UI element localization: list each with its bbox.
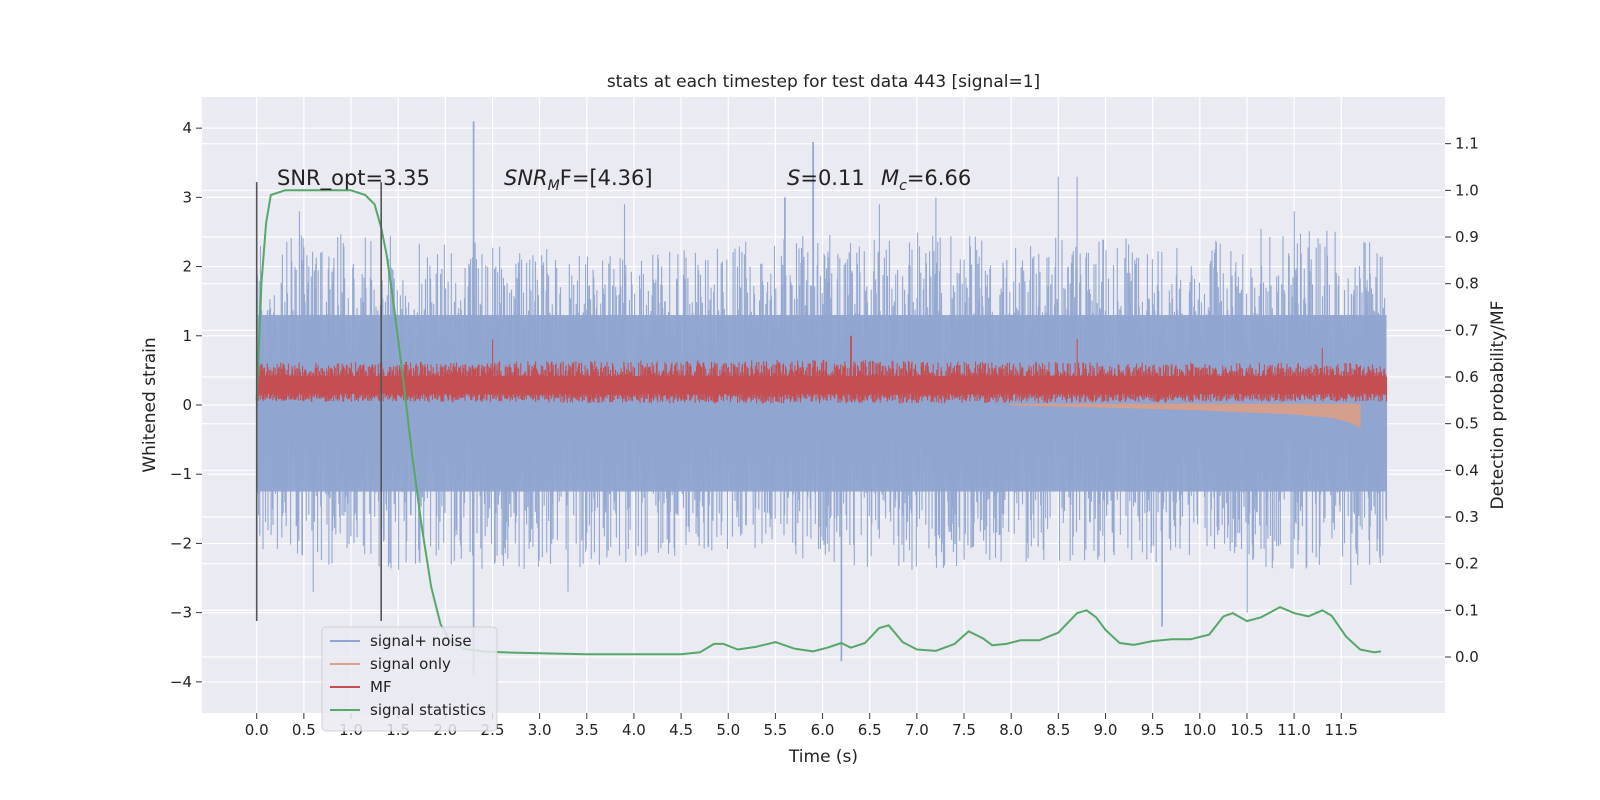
series-signal-statistics xyxy=(255,189,1382,656)
series-signal-noise-core xyxy=(256,315,1387,492)
x-tick-label: 7.5 xyxy=(952,721,976,739)
y-tick-label: 2 xyxy=(182,258,192,276)
x-tick-label: 5.0 xyxy=(716,721,740,739)
y-tick-label: 1 xyxy=(182,327,192,345)
y-tick-label: 4 xyxy=(182,119,192,137)
y2-tick-label: 0.4 xyxy=(1455,461,1479,479)
legend-label: signal statistics xyxy=(370,701,486,719)
y-tick-label: −2 xyxy=(170,534,192,552)
y2-tick-label: 0.0 xyxy=(1455,648,1479,666)
x-tick-label: 10.5 xyxy=(1230,721,1263,739)
annotation-snr-mf-rest: F=[4.36] xyxy=(560,166,653,190)
annotation-snr-mf-base: SNR xyxy=(504,166,548,190)
x-axis-label: Time (s) xyxy=(788,747,858,767)
annotation-snr-mf-sub: M xyxy=(548,178,560,194)
y-tick-label: −3 xyxy=(170,604,192,622)
annotation-snr-opt: SNR_opt=3.35 xyxy=(277,166,430,191)
annotation-s: S=0.11 xyxy=(787,166,865,190)
annotation-s-symbol: S xyxy=(787,166,800,190)
x-tick-label: 6.0 xyxy=(811,721,835,739)
y2-tick-label: 0.8 xyxy=(1455,275,1479,293)
x-tick-label: 5.5 xyxy=(763,721,787,739)
y2-tick-label: 0.2 xyxy=(1455,555,1479,573)
x-tick-label: 11.0 xyxy=(1277,721,1310,739)
y2-tick-label: 0.1 xyxy=(1455,601,1479,619)
y-axis-label: Whitened strain xyxy=(140,337,160,472)
x-tick-label: 6.5 xyxy=(858,721,882,739)
y2-tick-label: 0.3 xyxy=(1455,508,1479,526)
x-tick-label: 11.5 xyxy=(1325,721,1358,739)
y-tick-label: 0 xyxy=(182,396,192,414)
annotation-snr-mf: SNRMF=[4.36] xyxy=(504,166,653,194)
x-tick-label: 9.5 xyxy=(1141,721,1165,739)
y2-tick-label: 1.0 xyxy=(1455,181,1479,199)
series-mf-core xyxy=(256,375,1387,394)
annotation-mc-value: =6.66 xyxy=(907,166,971,190)
legend: signal+ noise signal only MF signal statist… xyxy=(321,626,498,732)
x-tick-label: 9.0 xyxy=(1094,721,1118,739)
annotations: SNR_opt=3.35 SNRMF=[4.36] S=0.11 Mc=6.66 xyxy=(277,166,971,194)
x-tick-label: 0.5 xyxy=(292,721,316,739)
x-tick-label: 10.0 xyxy=(1183,721,1216,739)
y2-axis-label: Detection probability/MF xyxy=(1488,301,1508,510)
y-tick-label: −1 xyxy=(170,465,192,483)
y2-tick-label: 0.5 xyxy=(1455,415,1479,433)
x-tick-label: 0.0 xyxy=(245,721,269,739)
legend-label: signal only xyxy=(370,655,451,673)
x-tick-label: 3.0 xyxy=(528,721,552,739)
x-tick-label: 3.5 xyxy=(575,721,599,739)
y-tick-label: 3 xyxy=(182,188,192,206)
y2-tick-label: 1.1 xyxy=(1455,135,1479,153)
y2-tick-label: 0.6 xyxy=(1455,368,1479,386)
legend-label: MF xyxy=(370,678,392,696)
y2-tick-label: 0.7 xyxy=(1455,321,1479,339)
y2-tick-label: 0.9 xyxy=(1455,228,1479,246)
y-tick-label: −4 xyxy=(170,673,192,691)
annotation-mc-base: M xyxy=(881,166,899,190)
x-tick-label: 7.0 xyxy=(905,721,929,739)
tick-layer: 0.00.51.01.52.02.53.03.54.04.55.05.56.06… xyxy=(170,119,1479,739)
chart-title: stats at each timestep for test data 443… xyxy=(607,72,1040,92)
marker-layer xyxy=(255,182,382,621)
annotation-mc-sub: c xyxy=(899,178,907,194)
x-tick-label: 8.0 xyxy=(999,721,1023,739)
x-tick-label: 4.5 xyxy=(669,721,693,739)
x-tick-label: 4.0 xyxy=(622,721,646,739)
x-tick-label: 8.5 xyxy=(1046,721,1070,739)
annotation-s-value: =0.11 xyxy=(800,166,864,190)
legend-box xyxy=(321,626,498,732)
legend-label: signal+ noise xyxy=(370,632,472,650)
annotation-mc: Mc=6.66 xyxy=(881,166,971,194)
series-signal-only xyxy=(1010,403,1361,428)
series-layer xyxy=(255,121,1388,675)
